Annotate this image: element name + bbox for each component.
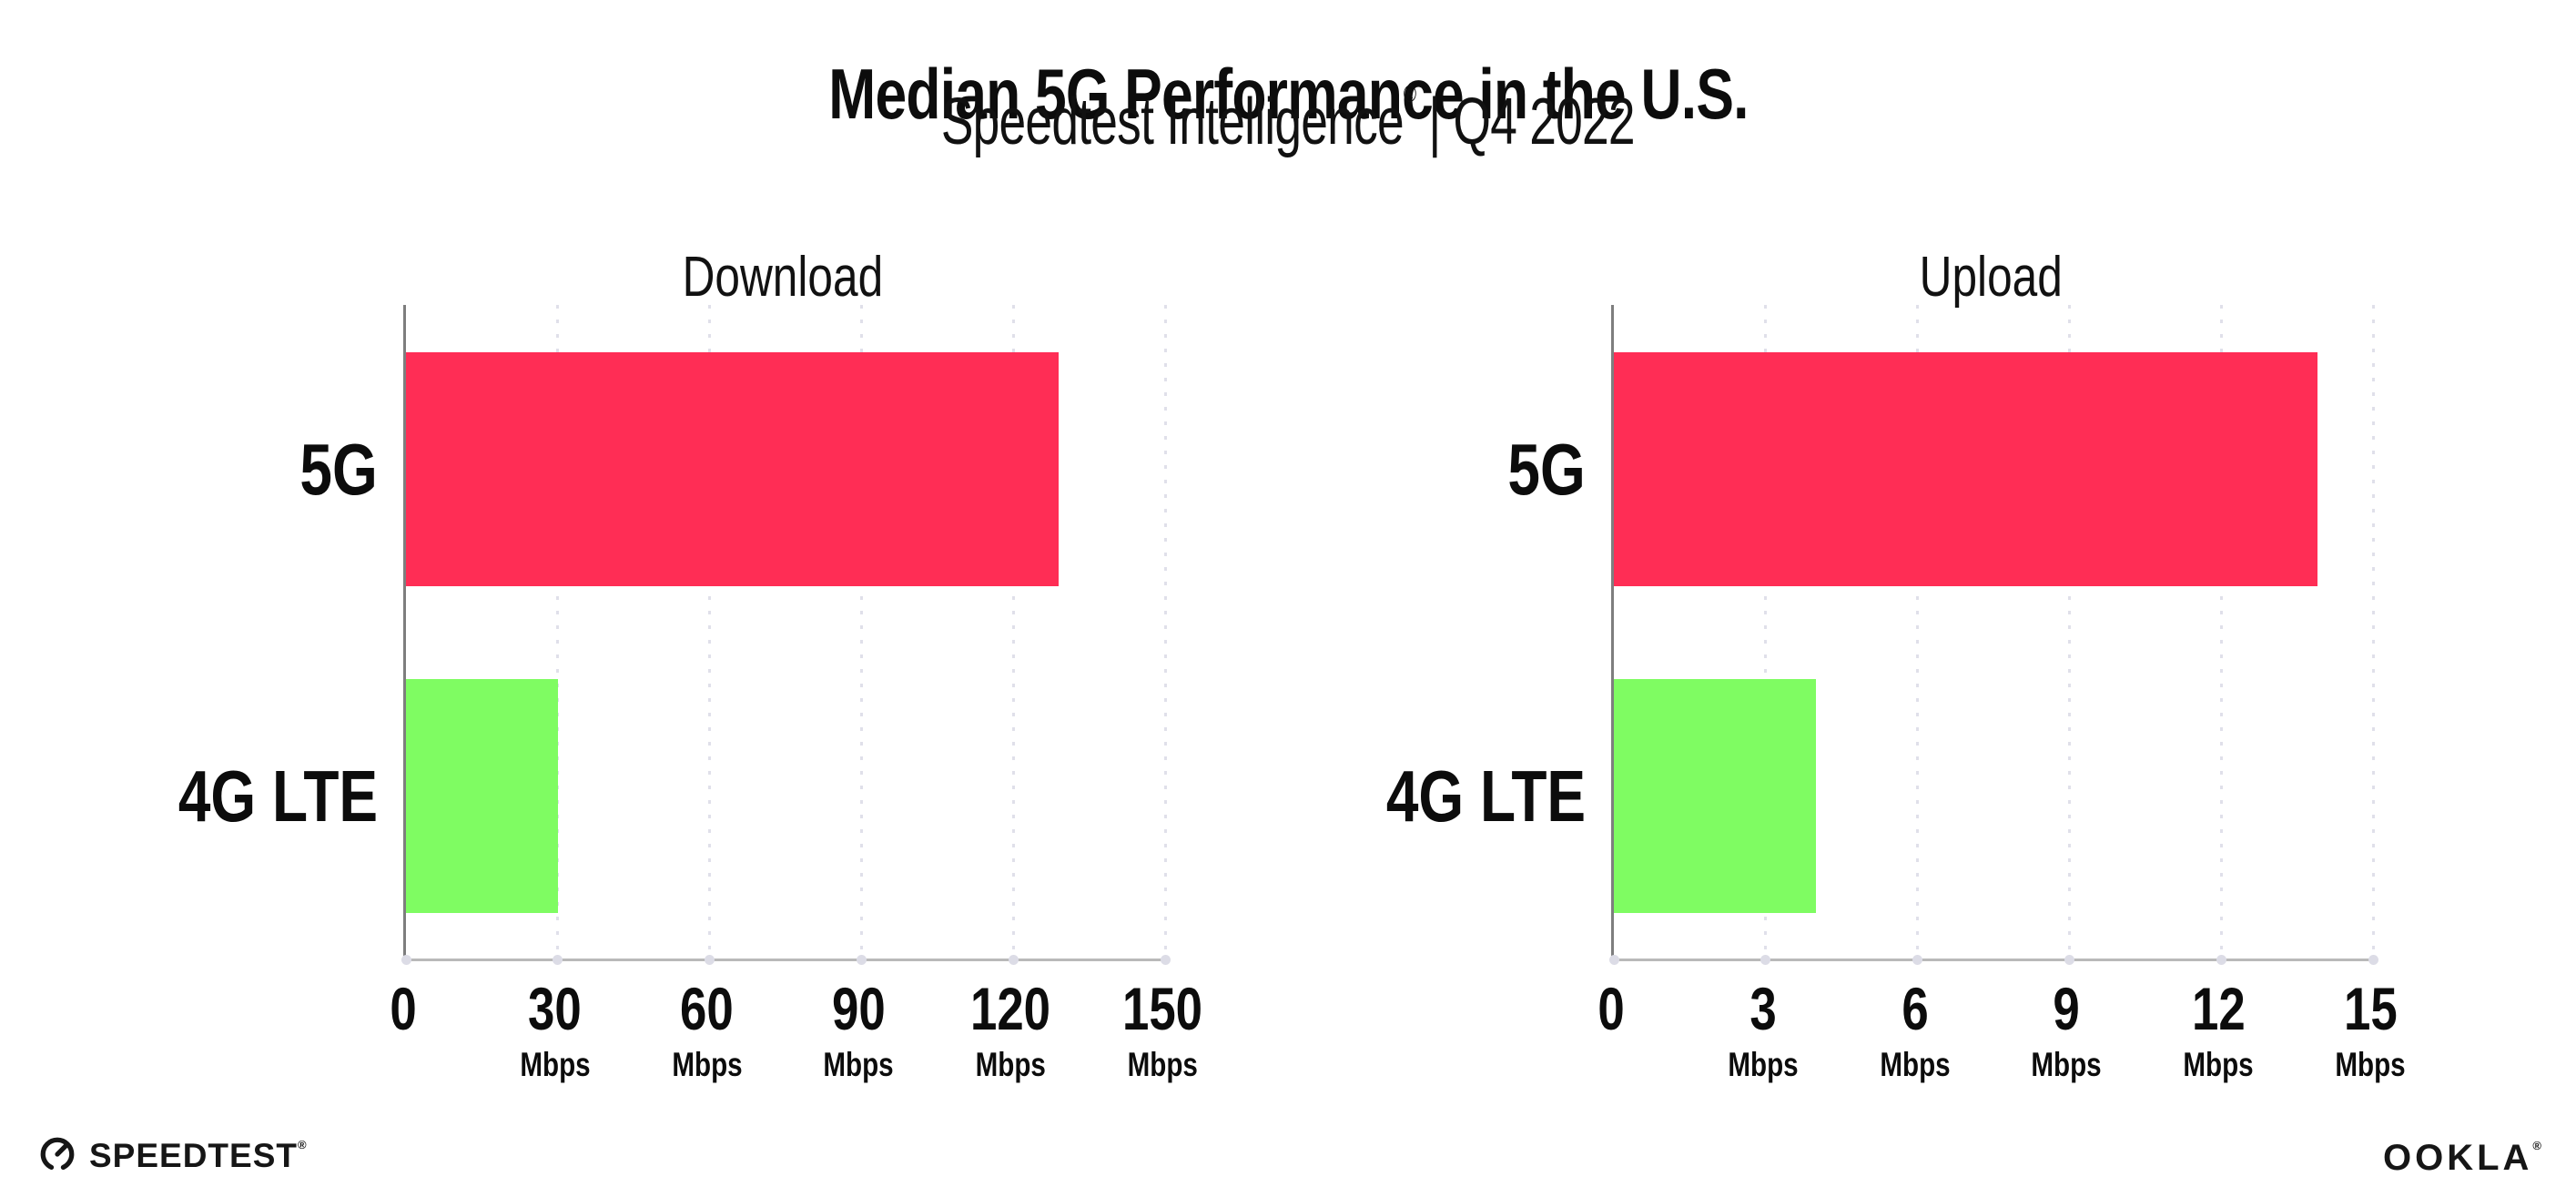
- axis-tick-dot: [2368, 955, 2378, 965]
- x-tick-value: 150: [1121, 975, 1203, 1042]
- x-tick-90: 90 Mbps: [815, 979, 903, 1081]
- download-chart-title: Download: [682, 246, 884, 309]
- page-title: Median 5G Performance in the U.S.: [0, 53, 2576, 136]
- ookla-registered-mark-icon: ®: [2532, 1139, 2545, 1152]
- bar-5g-download: [406, 352, 1060, 587]
- x-tick-value: 15: [2343, 975, 2398, 1042]
- x-tick-unit: Mbps: [1127, 1046, 1198, 1083]
- gridline: [1916, 305, 1920, 959]
- x-tick-30: 30 Mbps: [511, 979, 599, 1081]
- x-tick-unit: Mbps: [1879, 1046, 1951, 1083]
- category-label-5g: 5G: [1507, 428, 1586, 510]
- x-tick-unit: Mbps: [520, 1046, 591, 1083]
- speedtest-gauge-icon: [38, 1134, 76, 1177]
- gridline: [2067, 305, 2071, 959]
- axis-tick-dot: [1912, 955, 1923, 965]
- x-tick-9: 9 Mbps: [2023, 979, 2111, 1081]
- category-label-4g-lte: 4G LTE: [1385, 755, 1586, 837]
- axis-tick-dot: [705, 955, 715, 965]
- x-tick-unit: Mbps: [823, 1046, 895, 1083]
- x-tick-unit: Mbps: [2183, 1046, 2254, 1083]
- gridline: [1163, 305, 1167, 959]
- x-tick-15: 15 Mbps: [2327, 979, 2415, 1081]
- x-tick-6: 6 Mbps: [1871, 979, 1959, 1081]
- x-tick-value: 0: [1597, 975, 1625, 1042]
- ookla-logo: OOKLA®: [2383, 1138, 2545, 1179]
- upload-plot-area: [1608, 305, 2378, 965]
- x-tick-value: 6: [1901, 975, 1929, 1042]
- axis-tick-dot: [401, 955, 411, 965]
- axis-tick-dot: [1608, 955, 1619, 965]
- x-tick-unit: Mbps: [1728, 1046, 1799, 1083]
- gridline: [708, 305, 712, 959]
- speedtest-registered-mark-icon: ®: [298, 1137, 308, 1151]
- x-tick-value: 120: [970, 975, 1051, 1042]
- x-tick-unit: Mbps: [2335, 1046, 2406, 1083]
- bar-5g-upload: [1614, 352, 2317, 587]
- x-tick-3: 3 Mbps: [1719, 979, 1807, 1081]
- axis-tick-dot: [1160, 955, 1171, 965]
- speedtest-logo: SPEEDTEST®: [38, 1134, 308, 1177]
- gridline: [2371, 305, 2375, 959]
- x-tick-value: 12: [2191, 975, 2246, 1042]
- subtitle-period: | Q4 2022: [1428, 86, 1636, 158]
- bar-4g-lte-download: [406, 679, 558, 914]
- axis-tick-dot: [1760, 955, 1771, 965]
- gridline: [2219, 305, 2223, 959]
- axis-tick-dot: [2216, 955, 2226, 965]
- speedtest-wordmark: SPEEDTEST®: [89, 1136, 308, 1174]
- page-title-text: Median 5G Performance in the U.S.: [827, 54, 1749, 135]
- registered-mark-icon: ®: [1404, 80, 1416, 107]
- x-tick-0: 0: [387, 979, 421, 1039]
- x-tick-unit: Mbps: [2031, 1046, 2103, 1083]
- axis-tick-dot: [1008, 955, 1019, 965]
- gridline: [1011, 305, 1015, 959]
- x-tick-value: 90: [832, 975, 886, 1042]
- category-label-4g-lte: 4G LTE: [177, 755, 378, 837]
- x-tick-0: 0: [1595, 979, 1628, 1039]
- x-tick-unit: Mbps: [975, 1046, 1046, 1083]
- x-tick-value: 0: [390, 975, 417, 1042]
- bar-4g-lte-upload: [1614, 679, 1817, 914]
- gridline: [1764, 305, 1768, 959]
- axis-tick-dot: [2064, 955, 2074, 965]
- axis-tick-dot: [856, 955, 867, 965]
- upload-chart-title: Upload: [1919, 246, 2063, 309]
- x-tick-150: 150 Mbps: [1112, 979, 1212, 1081]
- subtitle-brand: Speedtest Intelligence: [941, 86, 1405, 158]
- category-label-5g: 5G: [299, 428, 378, 510]
- page-subtitle: Speedtest Intelligence® | Q4 2022: [0, 80, 2576, 159]
- ookla-wordmark: OOKLA: [2382, 1138, 2533, 1178]
- x-tick-12: 12 Mbps: [2175, 979, 2263, 1081]
- x-tick-60: 60 Mbps: [663, 979, 751, 1081]
- axis-tick-dot: [553, 955, 563, 965]
- x-tick-value: 60: [680, 975, 734, 1042]
- x-tick-value: 3: [1749, 975, 1777, 1042]
- gridline: [556, 305, 560, 959]
- x-tick-120: 120 Mbps: [960, 979, 1060, 1081]
- download-plot-area: [401, 305, 1171, 965]
- x-tick-unit: Mbps: [671, 1046, 743, 1083]
- x-tick-value: 30: [528, 975, 583, 1042]
- x-tick-value: 9: [2053, 975, 2081, 1042]
- gridline: [859, 305, 863, 959]
